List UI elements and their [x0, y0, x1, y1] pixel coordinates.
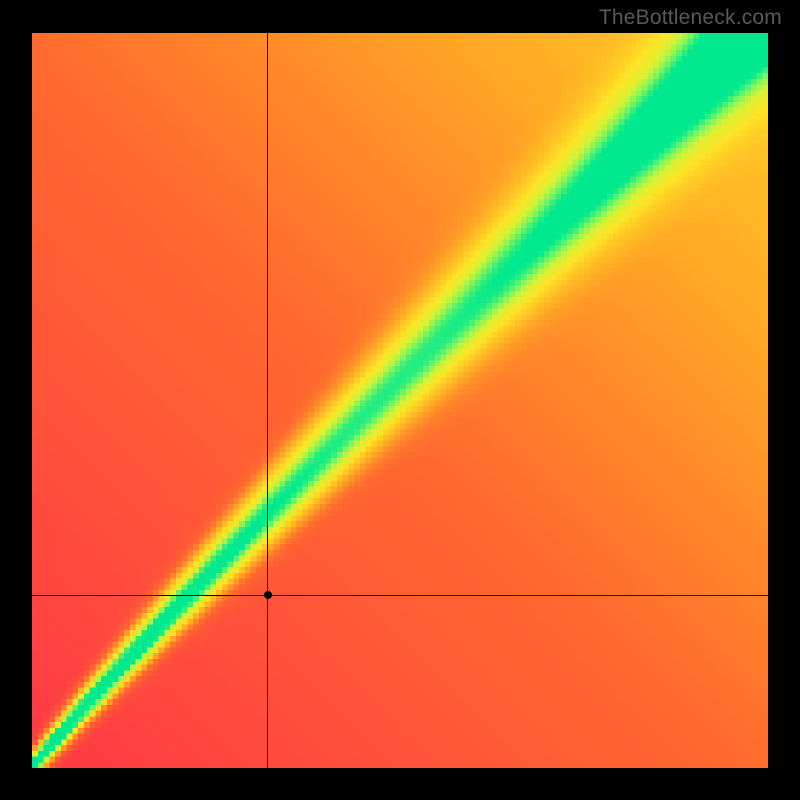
- crosshair-horizontal: [32, 595, 768, 596]
- heatmap-canvas: [32, 33, 768, 768]
- crosshair-marker: [264, 591, 272, 599]
- crosshair-vertical: [267, 33, 268, 768]
- chart-container: TheBottleneck.com: [0, 0, 800, 800]
- watermark-text: TheBottleneck.com: [599, 6, 782, 30]
